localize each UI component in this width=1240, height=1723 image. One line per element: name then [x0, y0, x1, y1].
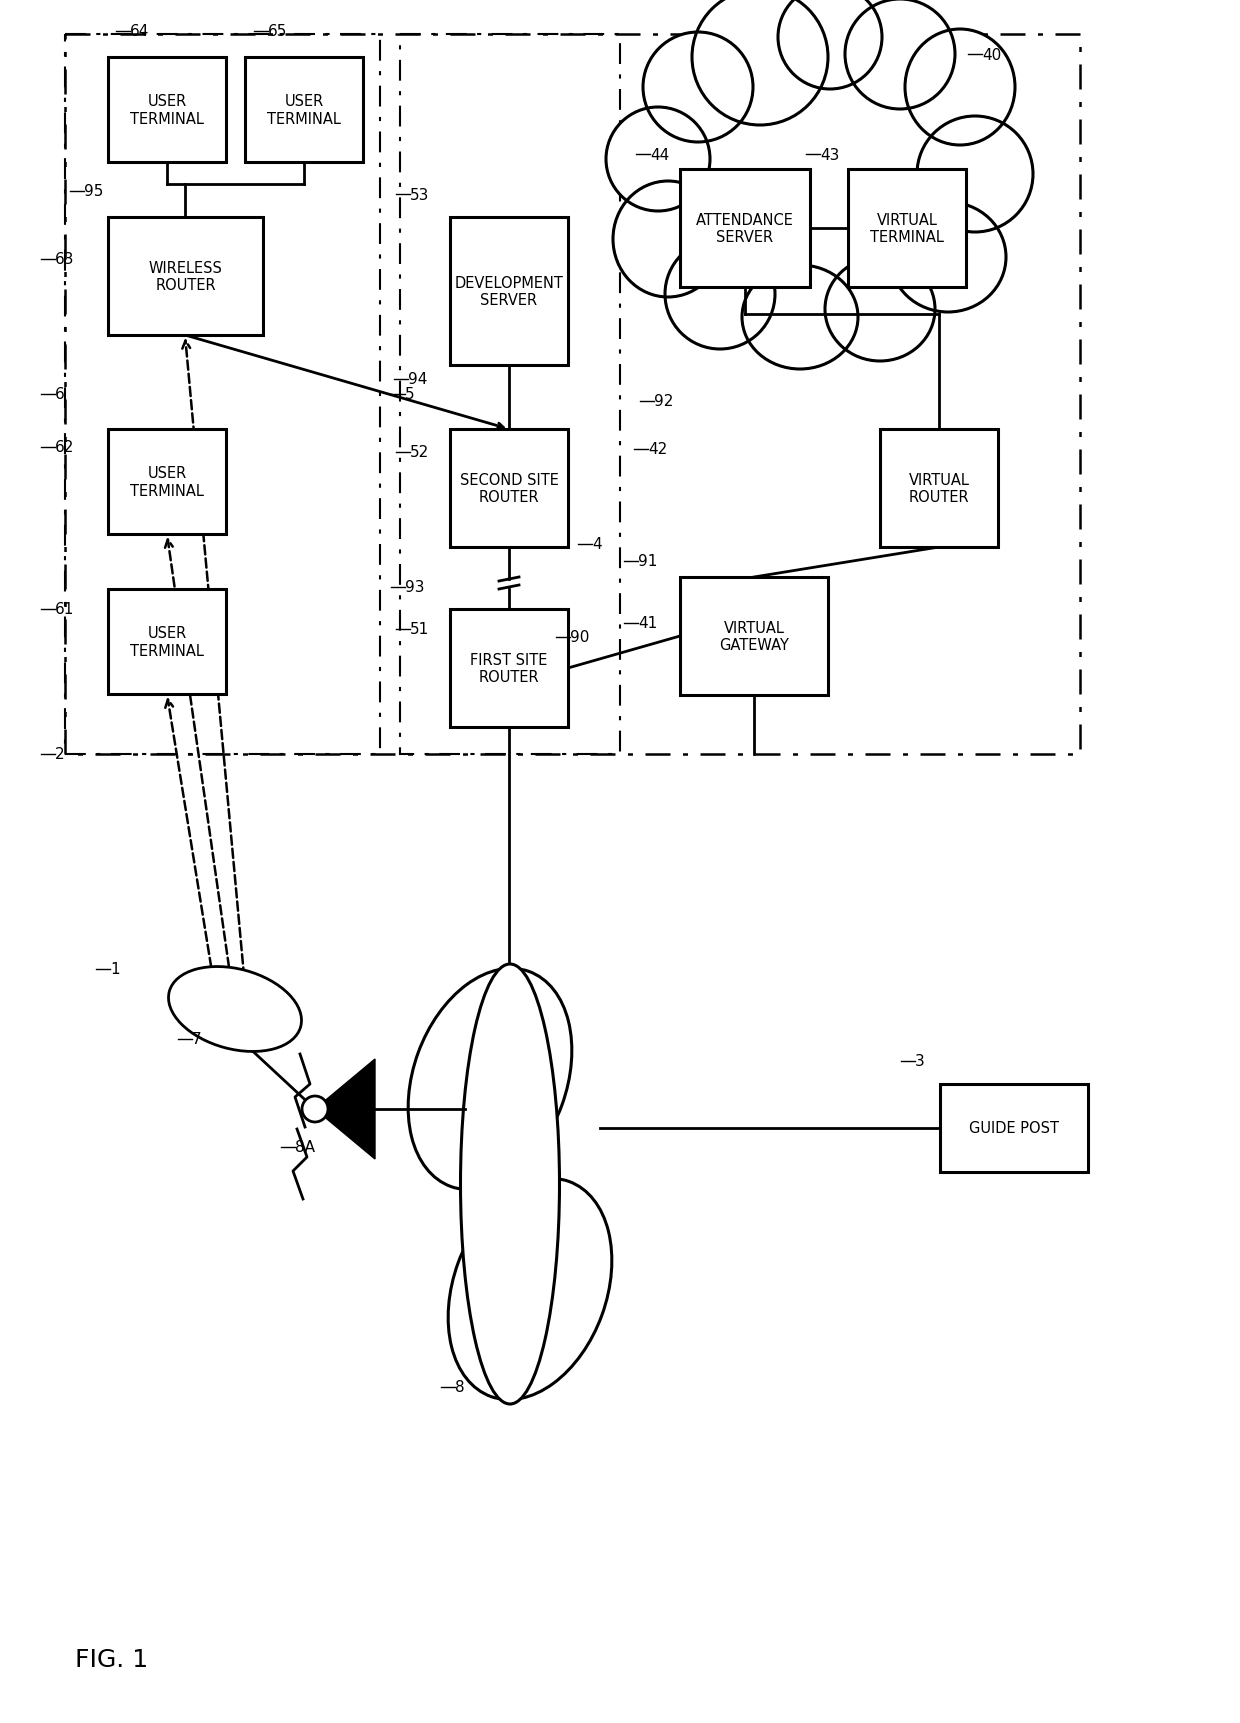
Text: 92: 92: [653, 395, 673, 410]
Bar: [108, 429, 226, 534]
Text: 8: 8: [455, 1380, 465, 1394]
Text: USER
TERMINAL: USER TERMINAL: [130, 625, 203, 658]
Text: FIRST SITE
ROUTER: FIRST SITE ROUTER: [470, 653, 548, 684]
Text: 6: 6: [55, 388, 64, 401]
Ellipse shape: [777, 0, 882, 90]
Ellipse shape: [644, 33, 753, 143]
Ellipse shape: [408, 968, 572, 1191]
Bar: [108, 217, 263, 336]
Bar: [108, 589, 226, 694]
Text: 61: 61: [55, 601, 74, 617]
Text: 44: 44: [650, 148, 670, 162]
Text: 40: 40: [982, 48, 1001, 62]
Text: 91: 91: [639, 555, 657, 569]
Bar: [246, 59, 363, 164]
Bar: [450, 610, 568, 727]
Text: 93: 93: [405, 581, 424, 594]
Text: 3: 3: [915, 1054, 925, 1068]
Text: 62: 62: [55, 441, 74, 455]
Text: 64: 64: [130, 24, 149, 40]
Text: 5: 5: [405, 388, 414, 401]
Text: 63: 63: [55, 252, 74, 267]
Text: 65: 65: [268, 24, 288, 40]
Text: 52: 52: [410, 445, 429, 460]
Text: 8A: 8A: [295, 1141, 315, 1154]
Ellipse shape: [905, 29, 1016, 146]
Text: 53: 53: [410, 188, 429, 202]
Text: 4: 4: [591, 538, 601, 551]
Polygon shape: [315, 1060, 374, 1160]
Text: USER
TERMINAL: USER TERMINAL: [267, 95, 341, 126]
Text: VIRTUAL
GATEWAY: VIRTUAL GATEWAY: [719, 620, 789, 653]
Ellipse shape: [460, 965, 559, 1404]
Text: SECOND SITE
ROUTER: SECOND SITE ROUTER: [460, 472, 558, 505]
Bar: [64, 34, 1080, 755]
Bar: [940, 1084, 1087, 1172]
Text: 41: 41: [639, 617, 657, 631]
Text: 95: 95: [84, 184, 103, 200]
Ellipse shape: [448, 1179, 611, 1399]
Circle shape: [303, 1096, 329, 1122]
Ellipse shape: [169, 967, 301, 1051]
Text: DEVELOPMENT
SERVER: DEVELOPMENT SERVER: [455, 276, 563, 308]
Ellipse shape: [918, 117, 1033, 233]
Bar: [680, 577, 828, 696]
Bar: [401, 34, 620, 755]
Text: VIRTUAL
TERMINAL: VIRTUAL TERMINAL: [870, 212, 944, 245]
Text: FIG. 1: FIG. 1: [74, 1647, 148, 1671]
Text: 1: 1: [110, 961, 119, 977]
Text: 7: 7: [192, 1032, 202, 1048]
Ellipse shape: [613, 183, 723, 298]
Bar: [450, 217, 568, 365]
Ellipse shape: [665, 239, 775, 350]
Ellipse shape: [692, 0, 828, 126]
Text: GUIDE POST: GUIDE POST: [968, 1122, 1059, 1135]
Text: WIRELESS
ROUTER: WIRELESS ROUTER: [149, 260, 222, 293]
Ellipse shape: [606, 109, 711, 212]
Ellipse shape: [825, 258, 935, 362]
Text: 90: 90: [570, 631, 589, 644]
Text: 43: 43: [820, 148, 839, 162]
Text: VIRTUAL
ROUTER: VIRTUAL ROUTER: [909, 472, 970, 505]
Bar: [450, 429, 568, 548]
Ellipse shape: [742, 265, 858, 370]
Ellipse shape: [890, 203, 1006, 314]
Text: USER
TERMINAL: USER TERMINAL: [130, 95, 203, 126]
Text: 2: 2: [55, 748, 64, 762]
Text: USER
TERMINAL: USER TERMINAL: [130, 465, 203, 498]
Text: 42: 42: [649, 443, 667, 457]
Ellipse shape: [844, 0, 955, 110]
Bar: [848, 171, 966, 288]
Bar: [64, 34, 379, 755]
Text: 94: 94: [408, 372, 428, 388]
Bar: [680, 171, 810, 288]
Text: ATTENDANCE
SERVER: ATTENDANCE SERVER: [696, 212, 794, 245]
Bar: [108, 59, 226, 164]
Bar: [880, 429, 998, 548]
Text: 51: 51: [410, 622, 429, 638]
